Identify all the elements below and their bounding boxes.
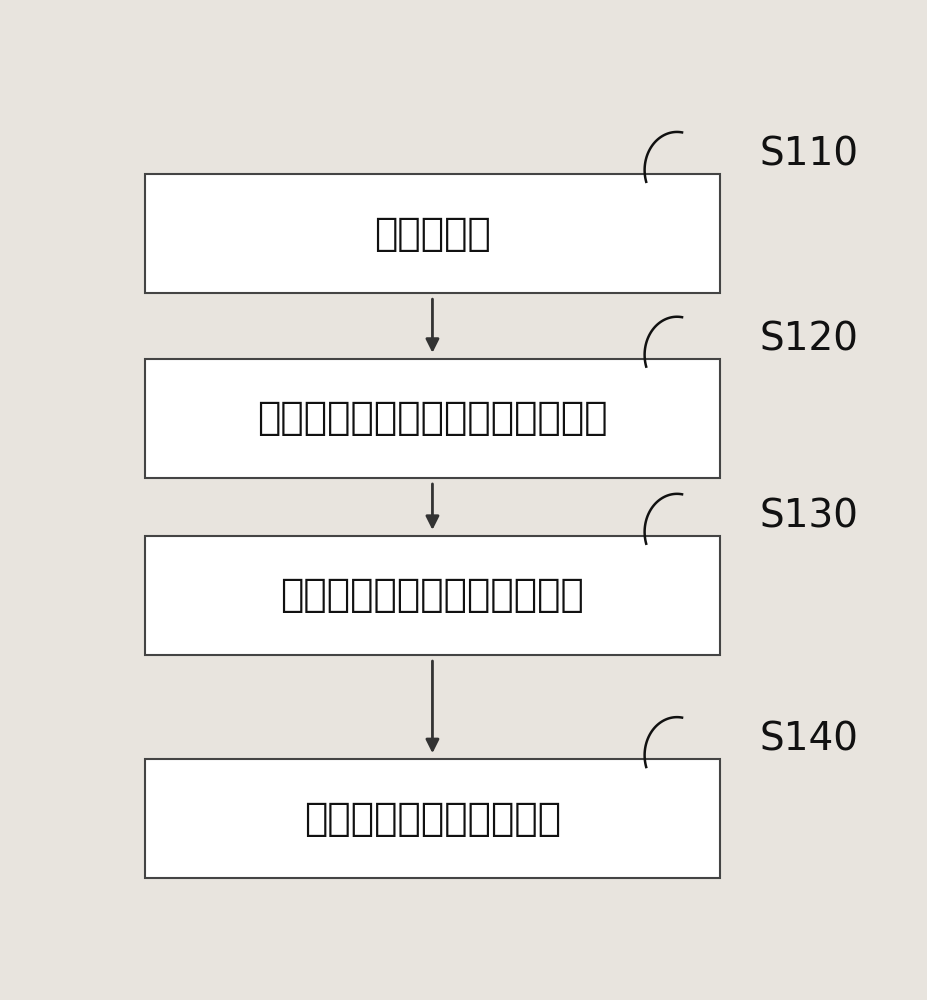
Text: 对光刻胶进行空穴电流阻碍区光刻: 对光刻胶进行空穴电流阻碍区光刻 bbox=[257, 399, 607, 437]
Bar bbox=[145, 359, 719, 478]
Text: 进行空穴电流阻碍区离子注入: 进行空穴电流阻碍区离子注入 bbox=[280, 576, 584, 614]
Text: S120: S120 bbox=[759, 320, 857, 358]
Bar bbox=[145, 174, 719, 293]
Text: S140: S140 bbox=[759, 721, 857, 759]
Text: S130: S130 bbox=[759, 498, 857, 536]
Text: 涂覆光刻胶: 涂覆光刻胶 bbox=[374, 215, 490, 253]
Text: 对注入的离子进行热扩散: 对注入的离子进行热扩散 bbox=[303, 800, 561, 838]
Bar bbox=[145, 759, 719, 878]
Text: S110: S110 bbox=[759, 136, 857, 174]
Bar bbox=[145, 536, 719, 655]
